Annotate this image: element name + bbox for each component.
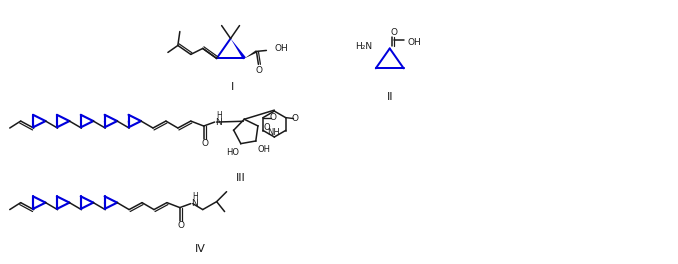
Text: O: O	[292, 114, 299, 123]
Text: O: O	[178, 221, 184, 230]
Text: HO: HO	[226, 148, 239, 157]
Text: N: N	[215, 117, 222, 126]
Text: O: O	[270, 113, 277, 122]
Text: O: O	[391, 28, 397, 37]
Text: N: N	[191, 199, 198, 208]
Text: H₂N: H₂N	[355, 42, 372, 51]
Text: H: H	[216, 111, 222, 120]
Polygon shape	[245, 50, 257, 58]
Text: NH: NH	[267, 128, 280, 137]
Text: H: H	[192, 192, 198, 201]
Text: IV: IV	[195, 244, 206, 254]
Text: II: II	[386, 92, 393, 102]
Text: OH: OH	[407, 38, 422, 47]
Text: OH: OH	[275, 44, 288, 53]
Text: O: O	[263, 122, 270, 131]
Text: III: III	[236, 173, 245, 183]
Text: I: I	[231, 82, 234, 92]
Polygon shape	[231, 39, 246, 59]
Text: O: O	[201, 139, 208, 148]
Text: OH: OH	[258, 145, 271, 154]
Text: O: O	[256, 66, 263, 75]
